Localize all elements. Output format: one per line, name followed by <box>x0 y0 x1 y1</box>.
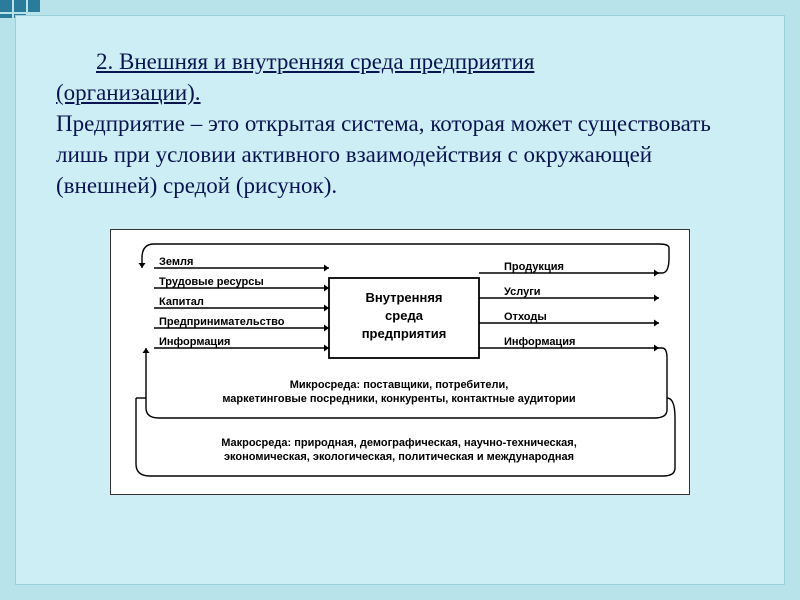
title-line2: (организации). <box>56 80 201 105</box>
text-block: 2. Внешняя и внутренняя среда предприяти… <box>56 46 744 201</box>
svg-text:Микросреда: поставщики, потреб: Микросреда: поставщики, потребители, <box>290 379 509 391</box>
svg-text:предприятия: предприятия <box>362 326 447 341</box>
svg-text:Земля: Земля <box>159 256 193 268</box>
svg-text:Информация: Информация <box>504 336 575 348</box>
body-text: Предприятие – это открытая система, кото… <box>56 111 711 198</box>
svg-text:Информация: Информация <box>159 336 230 348</box>
svg-text:Внутренняя: Внутренняя <box>365 290 442 305</box>
svg-text:Предпринимательство: Предпринимательство <box>159 316 285 328</box>
svg-text:маркетинговые посредники, конк: маркетинговые посредники, конкуренты, ко… <box>222 393 575 405</box>
diagram-container: Внутренняя среда предприятия Земля Трудовые … <box>110 229 690 495</box>
svg-text:Продукция: Продукция <box>504 261 564 273</box>
environment-diagram: Внутренняя среда предприятия Земля Трудовые … <box>119 238 679 488</box>
title-line1: 2. Внешняя и внутренняя среда предприяти… <box>96 49 534 74</box>
svg-text:Макросреда: природная, демогра: Макросреда: природная, демографическая, … <box>221 437 577 449</box>
svg-text:среда: среда <box>385 308 424 323</box>
slide-panel: 2. Внешняя и внутренняя среда предприяти… <box>15 15 785 585</box>
svg-text:Капитал: Капитал <box>159 296 204 308</box>
svg-text:Отходы: Отходы <box>504 311 547 323</box>
svg-text:Услуги: Услуги <box>504 286 541 298</box>
svg-text:экономическая, экологическая,: экономическая, экологическая, политическ… <box>224 451 574 463</box>
svg-text:Трудовые ресурсы: Трудовые ресурсы <box>159 276 264 288</box>
